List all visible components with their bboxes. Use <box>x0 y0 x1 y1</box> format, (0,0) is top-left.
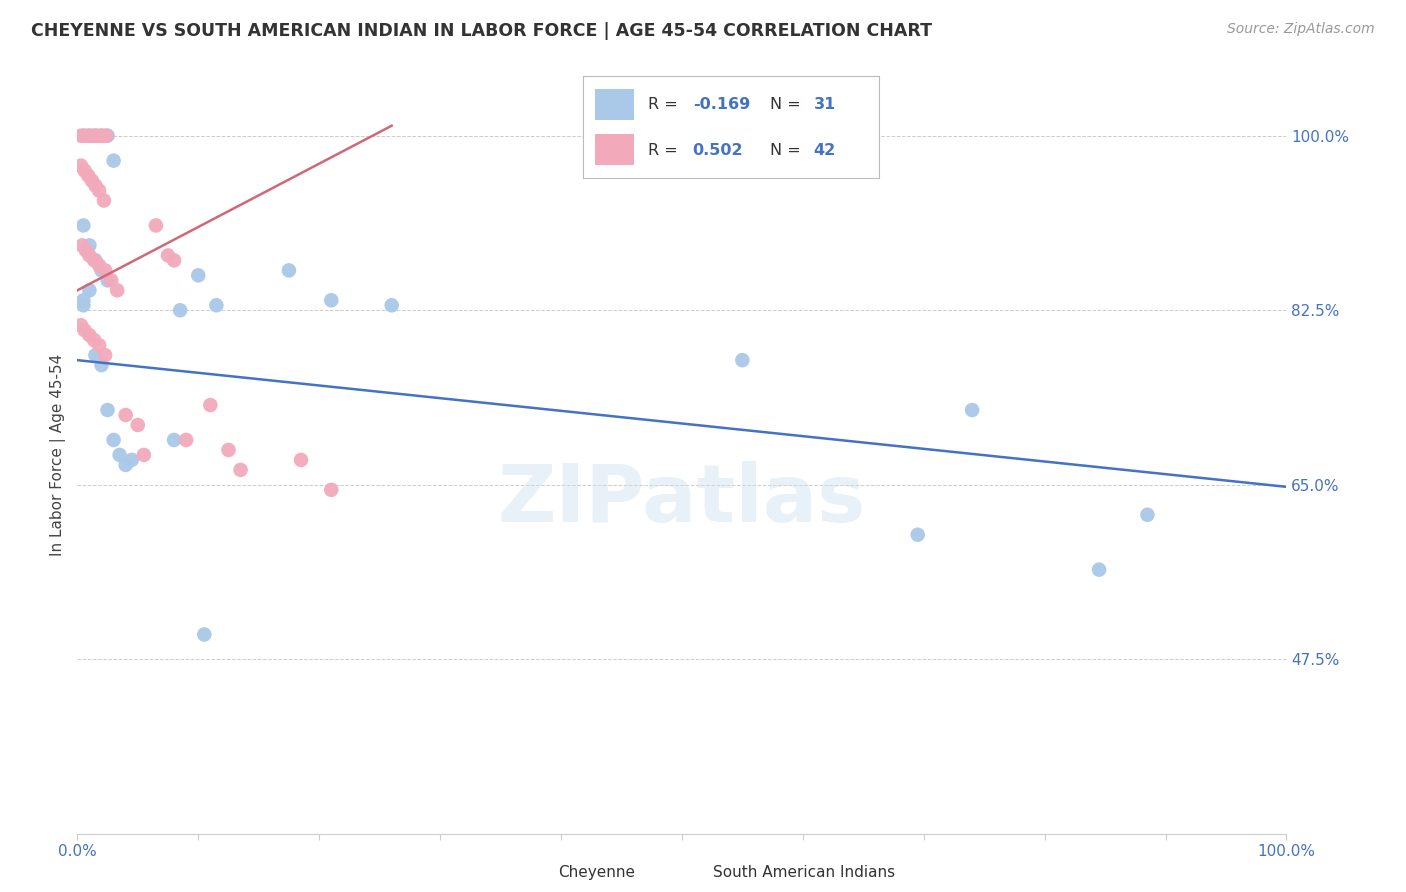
Point <box>72 128 94 143</box>
Point <box>83 253 105 268</box>
Text: N =: N = <box>769 143 806 158</box>
Point <box>72 298 94 312</box>
Point <box>163 433 186 447</box>
Point <box>100 273 122 287</box>
Point <box>163 253 186 268</box>
Point <box>1136 508 1159 522</box>
Point <box>79 328 101 343</box>
Text: CHEYENNE VS SOUTH AMERICAN INDIAN IN LABOR FORCE | AGE 45-54 CORRELATION CHART: CHEYENNE VS SOUTH AMERICAN INDIAN IN LAB… <box>31 22 932 40</box>
Point <box>103 153 125 168</box>
Point <box>108 448 131 462</box>
Point <box>103 433 125 447</box>
Point <box>84 128 107 143</box>
Point <box>96 128 118 143</box>
Point <box>96 403 118 417</box>
Text: -0.169: -0.169 <box>693 96 749 112</box>
Point <box>321 293 343 308</box>
Point <box>381 298 404 312</box>
Point <box>90 263 112 277</box>
Point <box>79 238 101 252</box>
Text: R =: R = <box>648 96 683 112</box>
Point <box>145 219 167 233</box>
Point <box>105 283 128 297</box>
Point <box>169 303 191 318</box>
Point <box>84 128 107 143</box>
Point <box>90 128 112 143</box>
Bar <box>595 89 634 120</box>
Point <box>79 248 101 262</box>
Point <box>72 293 94 308</box>
Point <box>127 417 149 432</box>
Text: R =: R = <box>648 143 683 158</box>
Point <box>79 128 101 143</box>
Point <box>90 358 112 372</box>
Point <box>218 442 240 457</box>
Text: 0.502: 0.502 <box>693 143 744 158</box>
Point <box>93 194 115 208</box>
Text: ZIPatlas: ZIPatlas <box>498 461 866 540</box>
Point <box>205 298 228 312</box>
Text: 42: 42 <box>814 143 837 158</box>
Point <box>84 253 107 268</box>
Text: N =: N = <box>769 96 806 112</box>
Point <box>91 128 114 143</box>
Point <box>72 219 94 233</box>
Point <box>83 333 105 347</box>
Text: 31: 31 <box>814 96 837 112</box>
Point <box>193 627 215 641</box>
Point <box>907 527 929 541</box>
Point <box>114 458 136 472</box>
Point <box>87 128 110 143</box>
Point <box>321 483 343 497</box>
Text: Cheyenne: Cheyenne <box>558 865 636 880</box>
Point <box>80 173 103 187</box>
Point <box>229 463 252 477</box>
Text: Source: ZipAtlas.com: Source: ZipAtlas.com <box>1227 22 1375 37</box>
Point <box>114 408 136 422</box>
Point <box>96 128 118 143</box>
Point <box>75 244 97 258</box>
Point <box>1088 563 1111 577</box>
Point <box>132 448 155 462</box>
Point <box>87 338 110 352</box>
Point <box>70 318 93 333</box>
Point <box>278 263 301 277</box>
Point <box>157 248 180 262</box>
Point <box>70 128 93 143</box>
Point <box>80 128 103 143</box>
Point <box>96 273 118 287</box>
Point <box>200 398 222 412</box>
Point <box>174 433 197 447</box>
Point <box>79 283 101 297</box>
Point <box>70 159 93 173</box>
Point <box>731 353 754 368</box>
Point <box>70 238 93 252</box>
Point <box>121 453 143 467</box>
Point <box>94 263 117 277</box>
Bar <box>595 135 634 165</box>
Point <box>73 163 96 178</box>
Point <box>290 453 312 467</box>
Point <box>84 348 107 362</box>
Point <box>84 178 107 193</box>
Point <box>73 128 96 143</box>
Point <box>77 128 100 143</box>
Point <box>77 169 100 183</box>
Point <box>87 184 110 198</box>
Point <box>87 258 110 272</box>
Y-axis label: In Labor Force | Age 45-54: In Labor Force | Age 45-54 <box>51 354 66 556</box>
Point <box>94 348 117 362</box>
Point <box>187 268 209 283</box>
Point <box>73 323 96 337</box>
Text: South American Indians: South American Indians <box>713 865 896 880</box>
Point <box>960 403 983 417</box>
